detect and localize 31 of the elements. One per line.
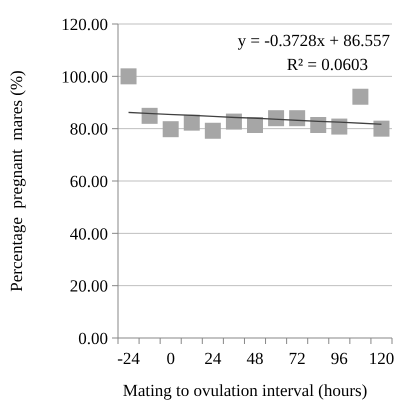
point [247, 117, 263, 134]
point [162, 121, 179, 138]
x-tick-label: 48 [246, 349, 264, 368]
point [268, 110, 284, 126]
y-tick-label: 80.00 [70, 120, 108, 139]
y-tick-label: 0.00 [78, 328, 108, 348]
y-axis-title: Percentage pregnant mares (%) [7, 70, 26, 292]
y-tick-label: 20.00 [70, 276, 108, 296]
x-tick-label: 0 [166, 349, 175, 368]
point [289, 110, 306, 126]
y-tick-label: 100.00 [61, 67, 108, 86]
y-tick-label: 60.00 [70, 172, 108, 191]
x-tick-label: -24 [117, 349, 140, 368]
point [331, 118, 348, 135]
point [204, 122, 221, 139]
x-tick-label: 120 [368, 349, 394, 368]
x-tick-label: 72 [288, 349, 306, 368]
x-axis-title: Mating to ovulation interval (hours) [122, 381, 368, 400]
point [120, 68, 137, 84]
point [226, 114, 242, 130]
point [373, 120, 390, 137]
point [184, 114, 200, 131]
annotation: y = -0.3728x + 86.557 [238, 31, 390, 50]
y-tick-label: 120.00 [61, 14, 108, 34]
y-tick-label: 40.00 [70, 224, 108, 244]
point [142, 108, 158, 124]
x-tick-label: 24 [204, 349, 222, 368]
point [352, 88, 368, 105]
annotation: R² = 0.0603 [286, 55, 368, 74]
point [310, 117, 326, 134]
x-tick-label: 96 [330, 349, 348, 368]
